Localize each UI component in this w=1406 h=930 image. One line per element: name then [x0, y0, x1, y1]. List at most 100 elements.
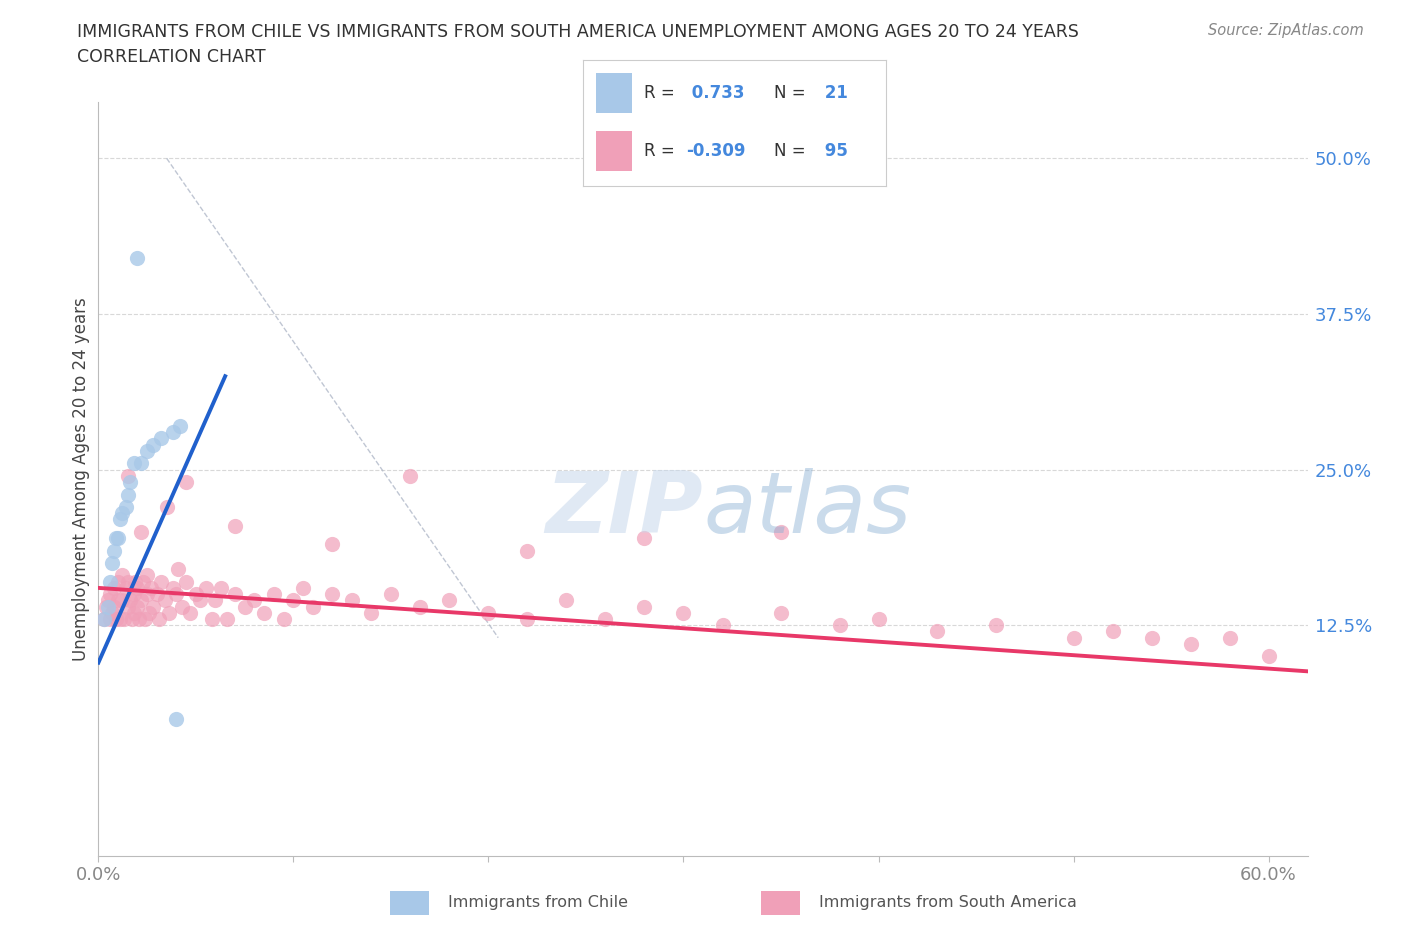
Point — [925, 624, 948, 639]
Point — [828, 618, 851, 632]
Point — [97, 599, 120, 614]
Point — [188, 593, 211, 608]
Point — [122, 456, 145, 471]
Point — [1101, 624, 1123, 639]
Point — [96, 599, 118, 614]
Point — [108, 512, 131, 527]
Point — [157, 605, 180, 620]
Point — [122, 605, 145, 620]
Point — [103, 543, 125, 558]
Text: 0.733: 0.733 — [686, 84, 745, 102]
Point — [217, 612, 239, 627]
Point — [165, 587, 187, 602]
Point — [516, 612, 538, 627]
Point — [114, 580, 136, 595]
Point — [477, 605, 499, 620]
Bar — [391, 891, 429, 915]
Point — [111, 506, 134, 521]
Text: CORRELATION CHART: CORRELATION CHART — [77, 48, 266, 66]
Point — [224, 587, 246, 602]
Point — [117, 487, 139, 502]
Point — [146, 587, 169, 602]
Point — [321, 587, 343, 602]
Text: R =: R = — [644, 84, 675, 102]
Point — [204, 593, 226, 608]
Point — [243, 593, 266, 608]
Point — [101, 605, 124, 620]
Point — [103, 599, 125, 614]
Point — [233, 599, 256, 614]
Text: ZIP: ZIP — [546, 468, 703, 551]
Point — [263, 587, 285, 602]
Point — [769, 525, 792, 539]
Point — [292, 580, 315, 595]
Point — [127, 599, 149, 614]
Text: N =: N = — [773, 142, 806, 160]
Point — [107, 574, 129, 589]
Point — [124, 574, 146, 589]
Point — [101, 555, 124, 570]
Text: -0.309: -0.309 — [686, 142, 745, 160]
Point — [149, 431, 172, 445]
Point — [117, 599, 139, 614]
Point — [104, 531, 127, 546]
Point — [114, 499, 136, 514]
Point — [769, 605, 792, 620]
Point — [174, 474, 197, 489]
Point — [111, 568, 134, 583]
Point — [1219, 631, 1241, 645]
Y-axis label: Unemployment Among Ages 20 to 24 years: Unemployment Among Ages 20 to 24 years — [72, 297, 90, 661]
Point — [128, 612, 150, 627]
Point — [868, 612, 890, 627]
Point — [127, 250, 149, 265]
Point — [984, 618, 1007, 632]
Point — [93, 612, 115, 627]
Point — [169, 418, 191, 433]
Point — [302, 599, 325, 614]
Point — [149, 574, 172, 589]
Point — [93, 612, 115, 627]
Point — [142, 599, 165, 614]
Point — [136, 587, 159, 602]
Point — [360, 605, 382, 620]
Point — [142, 437, 165, 452]
Point — [165, 711, 187, 726]
Point — [131, 456, 153, 471]
Point — [340, 593, 363, 608]
Point — [380, 587, 402, 602]
Point — [107, 593, 129, 608]
Text: N =: N = — [773, 84, 806, 102]
Point — [132, 574, 155, 589]
Point — [153, 593, 176, 608]
Text: 95: 95 — [820, 142, 848, 160]
Point — [209, 580, 232, 595]
Bar — [762, 891, 800, 915]
Point — [127, 580, 149, 595]
Text: Source: ZipAtlas.com: Source: ZipAtlas.com — [1208, 23, 1364, 38]
Point — [1180, 636, 1202, 651]
Bar — [596, 131, 631, 171]
Point — [134, 612, 156, 627]
Point — [167, 562, 190, 577]
Point — [97, 593, 120, 608]
Point — [118, 593, 141, 608]
Point — [1140, 631, 1163, 645]
Point — [516, 543, 538, 558]
Point — [409, 599, 432, 614]
Point — [98, 587, 121, 602]
Point — [321, 537, 343, 551]
Point — [184, 587, 207, 602]
Point — [595, 612, 617, 627]
Point — [194, 580, 217, 595]
Text: R =: R = — [644, 142, 675, 160]
Point — [111, 593, 134, 608]
Point — [711, 618, 734, 632]
Point — [162, 425, 184, 440]
Point — [98, 574, 121, 589]
Point — [273, 612, 295, 627]
Point — [138, 605, 160, 620]
Point — [200, 612, 222, 627]
Point — [136, 568, 159, 583]
Point — [131, 593, 153, 608]
Point — [174, 574, 197, 589]
